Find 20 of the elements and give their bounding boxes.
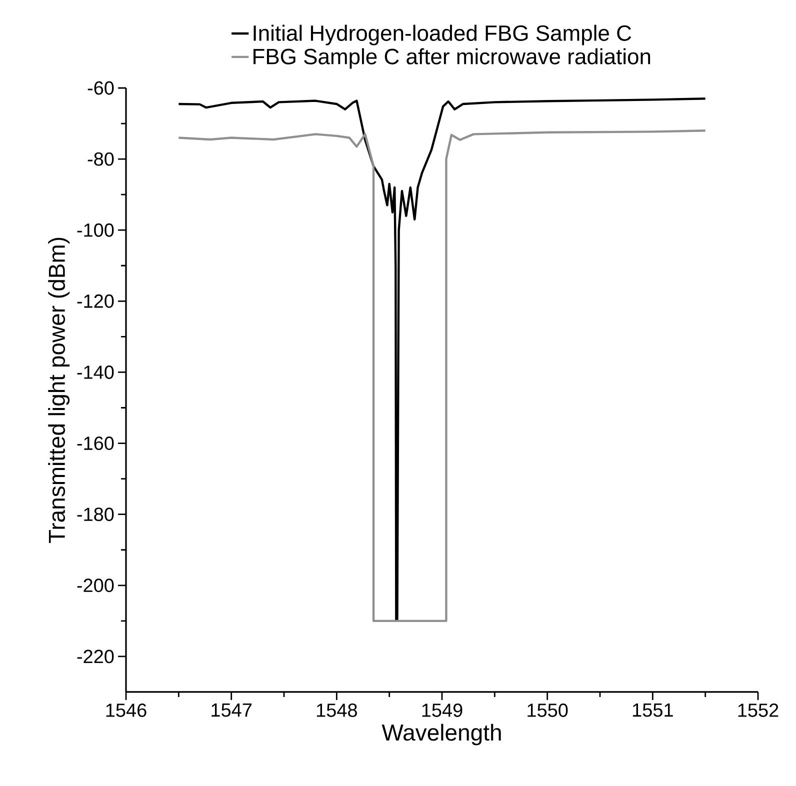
y-tick-label: -220 [77,650,114,664]
x-tick-label: 1552 [738,704,778,717]
x-axis-title: Wavelength [382,724,501,746]
x-tick-label: 1548 [316,704,357,717]
y-tick-label: -120 [77,294,114,308]
legend-label: FBG Sample C after microwave radiation [254,48,650,69]
x-tick-label: 1550 [528,704,568,717]
y-tick-label: -180 [77,508,114,522]
y-axis-title: Transmitted light power (dBm) [48,238,70,544]
y-tick-label: -80 [88,152,114,166]
y-tick-label: -160 [77,436,114,450]
legend-label: Initial Hydrogen-loaded FBG Sample C [254,24,632,46]
x-tick-label: 1551 [632,704,673,717]
x-tick-label: 1547 [212,704,252,717]
y-tick-label: -140 [77,365,114,379]
y-tick-label: -200 [77,578,114,592]
x-tick-label: 1549 [422,704,462,717]
x-tick-label: 1546 [106,704,146,717]
y-tick-label: -60 [88,81,114,95]
y-tick-label: -100 [77,223,114,237]
